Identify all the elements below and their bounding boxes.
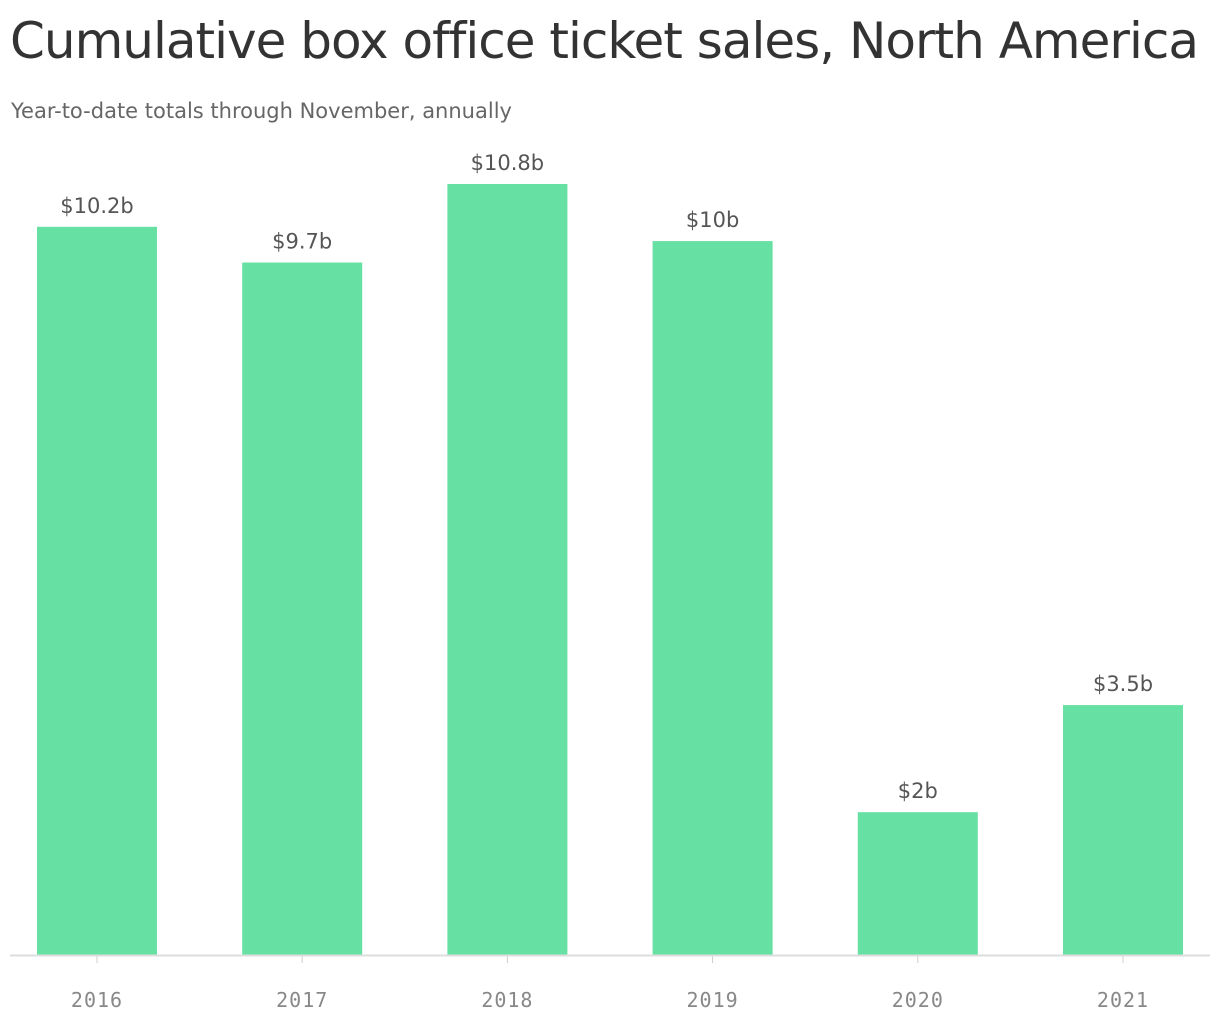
- bar-2021: [1063, 705, 1183, 955]
- x-tick-label-2019: 2019: [687, 988, 739, 1012]
- value-label-2020: $2b: [898, 779, 938, 803]
- value-label-2016: $10.2b: [60, 194, 133, 218]
- bar-2016: [37, 226, 157, 956]
- value-label-2018: $10.8b: [471, 151, 544, 175]
- value-label-2021: $3.5b: [1093, 672, 1153, 696]
- value-label-2019: $10b: [686, 208, 739, 232]
- bar-2019: [652, 241, 773, 956]
- bar-2017: [242, 262, 363, 955]
- x-tick-label-2018: 2018: [481, 988, 533, 1012]
- x-tick-label-2020: 2020: [892, 988, 944, 1012]
- bar-2018: [447, 184, 568, 955]
- x-tick-label-2021: 2021: [1097, 988, 1149, 1012]
- bar-2020: [857, 812, 978, 955]
- x-tick-label-2017: 2017: [276, 988, 328, 1012]
- chart-subtitle: Year-to-date totals through November, an…: [11, 99, 512, 123]
- chart-title: Cumulative box office ticket sales, Nort…: [10, 12, 1199, 70]
- x-tick-label-2016: 2016: [71, 988, 123, 1012]
- value-label-2017: $9.7b: [272, 230, 332, 254]
